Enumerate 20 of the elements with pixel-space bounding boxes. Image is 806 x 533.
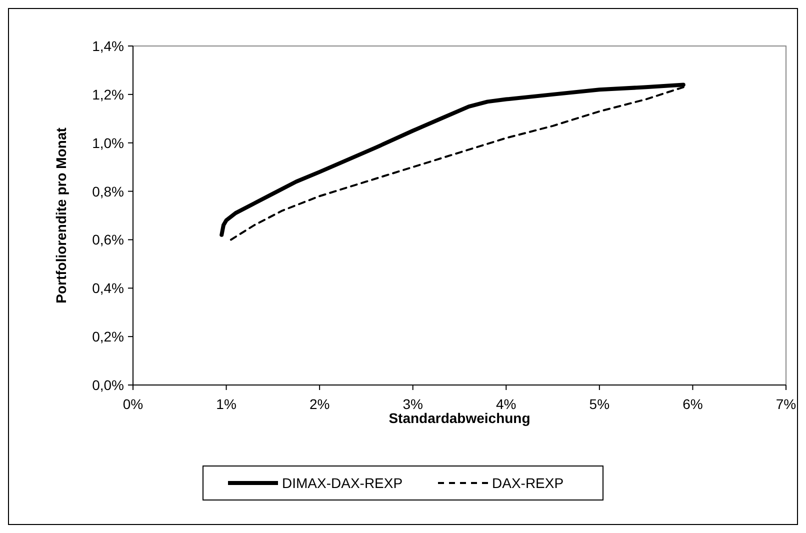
x-tick-label: 6% bbox=[682, 396, 703, 412]
x-tick-label: 7% bbox=[776, 396, 796, 412]
x-tick-label: 4% bbox=[496, 396, 516, 412]
y-tick-label: 0,4% bbox=[92, 280, 124, 296]
legend-label: DIMAX-DAX-REXP bbox=[282, 475, 403, 491]
y-tick-label: 0,6% bbox=[92, 232, 124, 248]
x-tick-label: 2% bbox=[309, 396, 330, 412]
y-tick-label: 0,0% bbox=[92, 377, 124, 393]
x-tick-label: 0% bbox=[122, 396, 144, 412]
y-tick-label: 1,4% bbox=[92, 38, 124, 54]
y-axis-title: Portfoliorendite pro Monat bbox=[53, 127, 69, 304]
x-tick-label: 5% bbox=[589, 396, 610, 412]
y-tick-label: 1,0% bbox=[92, 134, 124, 151]
x-axis-title: Standardabweichung bbox=[388, 410, 530, 426]
x-tick-label: 3% bbox=[402, 396, 423, 412]
y-tick-label: 1,2% bbox=[92, 86, 124, 102]
x-tick-label: 1% bbox=[216, 396, 236, 412]
y-tick-label: 0,2% bbox=[92, 328, 124, 345]
y-tick-label: 0,8% bbox=[92, 183, 124, 200]
legend-label: DAX-REXP bbox=[492, 475, 564, 491]
